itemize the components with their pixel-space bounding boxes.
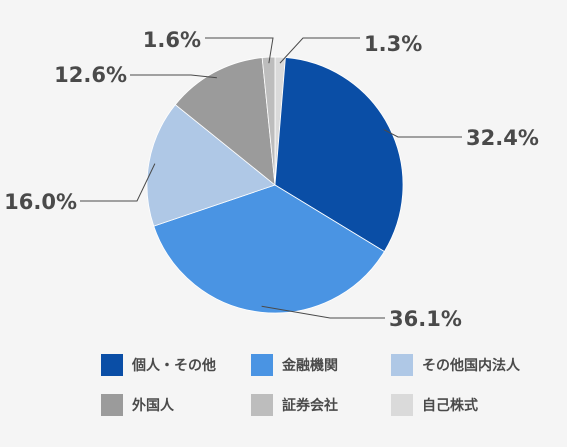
legend-swatch	[251, 354, 273, 376]
pie-slice-securities-companies	[261, 56, 276, 186]
pie-slice-financial-institutions	[153, 184, 385, 314]
legend-label: 自己株式	[422, 398, 478, 414]
legend-swatch	[251, 394, 273, 416]
percent-label-individuals: 32.4%	[466, 126, 539, 150]
percent-label-financial-institutions: 36.1%	[389, 307, 462, 331]
legend-swatch	[391, 394, 413, 416]
legend-label: 金融機関	[282, 358, 338, 374]
legend-item-financial-institutions: 金融機関	[251, 354, 391, 376]
leader-line-other-domestic-corporations	[80, 163, 156, 202]
leader-line-securities-companies	[205, 37, 274, 64]
legend-item-securities-companies: 証券会社	[251, 394, 391, 416]
legend-item-other-domestic-corporations: その他国内法人	[391, 354, 541, 376]
legend-item-treasury-stock: 自己株式	[391, 394, 541, 416]
leader-line-individuals	[383, 129, 462, 138]
percent-label-foreigners: 12.6%	[54, 63, 127, 87]
percent-label-treasury-stock: 1.3%	[364, 32, 422, 56]
legend-item-foreigners: 外国人	[101, 394, 251, 416]
leader-line-financial-institutions	[261, 305, 385, 319]
leader-line-treasury-stock	[279, 37, 360, 64]
percent-labels: 1.3% 32.4% 36.1% 16.0% 12.6% 1.6%	[4, 28, 539, 331]
legend-label: 個人・その他	[132, 358, 216, 374]
pie-slice-individuals	[274, 56, 404, 253]
legend-item-individuals: 個人・その他	[101, 354, 251, 376]
legend-label: 証券会社	[282, 398, 338, 414]
pie-chart: 1.3% 32.4% 36.1% 16.0% 12.6% 1.6%	[4, 28, 539, 331]
leader-lines	[80, 37, 462, 319]
legend-swatch	[101, 354, 123, 376]
pie-slice-other-domestic-corporations	[146, 104, 276, 227]
leader-line-foreigners	[130, 74, 217, 79]
pie-slice-foreigners	[174, 57, 276, 186]
legend-label: その他国内法人	[422, 358, 520, 374]
legend-label: 外国人	[132, 398, 174, 414]
legend: 個人・その他 金融機関 その他国内法人 外国人 証券会社 自己株式	[101, 354, 541, 416]
pie-slices	[146, 56, 404, 314]
legend-swatch	[101, 394, 123, 416]
percent-label-securities-companies: 1.6%	[143, 28, 201, 52]
legend-swatch	[391, 354, 413, 376]
percent-label-other-domestic-corporations: 16.0%	[4, 190, 77, 214]
